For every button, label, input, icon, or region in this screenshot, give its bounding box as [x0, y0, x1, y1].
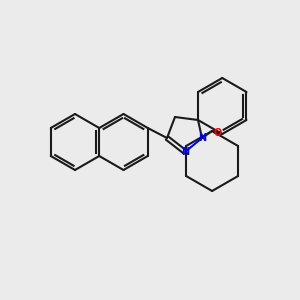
- Text: N: N: [198, 133, 206, 143]
- Text: O: O: [213, 128, 221, 137]
- Text: N: N: [181, 147, 189, 157]
